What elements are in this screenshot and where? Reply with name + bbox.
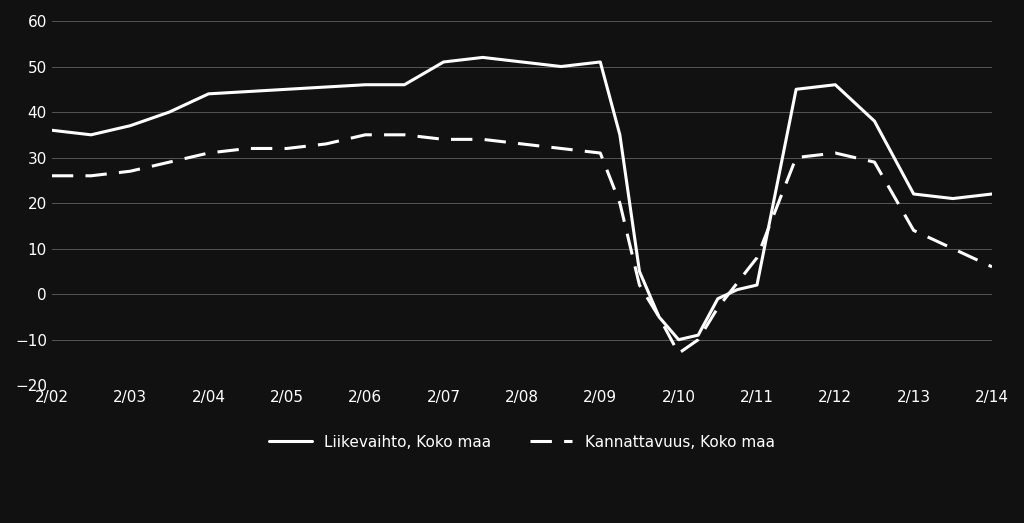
Kannattavuus, Koko maa [85,173,97,179]
Kannattavuus, Koko maa [281,145,293,152]
Kannattavuus, Koko maa [613,200,626,206]
Kannattavuus, Koko maa [242,145,254,152]
Liikevaihto, Koko maa [907,191,920,197]
Liikevaihto, Koko maa [673,336,685,343]
Liikevaihto, Koko maa [692,332,705,338]
Liikevaihto, Koko maa [359,82,372,88]
Liikevaihto, Koko maa [476,54,488,61]
Kannattavuus, Koko maa [203,150,215,156]
Legend: Liikevaihto, Koko maa, Kannattavuus, Koko maa: Liikevaihto, Koko maa, Kannattavuus, Kok… [261,426,782,458]
Kannattavuus, Koko maa [986,264,998,270]
Kannattavuus, Koko maa [398,132,411,138]
Liikevaihto, Koko maa [613,132,626,138]
Kannattavuus, Koko maa [692,336,705,343]
Kannattavuus, Koko maa [751,255,763,261]
Liikevaihto, Koko maa [85,132,97,138]
Liikevaihto, Koko maa [555,63,567,70]
Liikevaihto, Koko maa [203,90,215,97]
Kannattavuus, Koko maa [790,154,802,161]
Liikevaihto, Koko maa [653,314,666,320]
Liikevaihto, Koko maa [868,118,881,124]
Liikevaihto, Koko maa [594,59,606,65]
Line: Kannattavuus, Koko maa: Kannattavuus, Koko maa [52,135,992,354]
Liikevaihto, Koko maa [790,86,802,93]
Liikevaihto, Koko maa [751,282,763,288]
Kannattavuus, Koko maa [476,136,488,142]
Kannattavuus, Koko maa [319,141,332,147]
Kannattavuus, Koko maa [946,245,958,252]
Liikevaihto, Koko maa [398,82,411,88]
Liikevaihto, Koko maa [163,109,175,115]
Kannattavuus, Koko maa [907,228,920,234]
Kannattavuus, Koko maa [359,132,372,138]
Kannattavuus, Koko maa [829,150,842,156]
Liikevaihto, Koko maa [319,84,332,90]
Kannattavuus, Koko maa [124,168,136,174]
Liikevaihto, Koko maa [946,196,958,202]
Kannattavuus, Koko maa [594,150,606,156]
Kannattavuus, Koko maa [633,282,645,288]
Kannattavuus, Koko maa [163,159,175,165]
Liikevaihto, Koko maa [437,59,450,65]
Liikevaihto, Koko maa [633,268,645,275]
Line: Liikevaihto, Koko maa: Liikevaihto, Koko maa [52,58,992,339]
Kannattavuus, Koko maa [868,159,881,165]
Kannattavuus, Koko maa [46,173,58,179]
Liikevaihto, Koko maa [516,59,528,65]
Liikevaihto, Koko maa [46,127,58,133]
Kannattavuus, Koko maa [555,145,567,152]
Kannattavuus, Koko maa [673,350,685,357]
Liikevaihto, Koko maa [829,82,842,88]
Kannattavuus, Koko maa [712,305,724,311]
Kannattavuus, Koko maa [653,314,666,320]
Kannattavuus, Koko maa [437,136,450,142]
Liikevaihto, Koko maa [281,86,293,93]
Liikevaihto, Koko maa [242,88,254,95]
Liikevaihto, Koko maa [712,295,724,302]
Liikevaihto, Koko maa [731,287,743,293]
Liikevaihto, Koko maa [986,191,998,197]
Kannattavuus, Koko maa [516,141,528,147]
Liikevaihto, Koko maa [124,122,136,129]
